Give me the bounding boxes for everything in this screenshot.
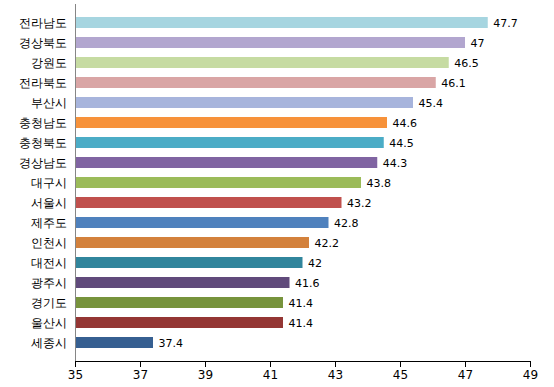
svg-text:37: 37 xyxy=(133,368,148,382)
svg-text:42.8: 42.8 xyxy=(334,217,359,230)
svg-text:47.7: 47.7 xyxy=(493,17,518,30)
svg-text:35: 35 xyxy=(68,368,83,382)
svg-text:45: 45 xyxy=(393,368,408,382)
svg-text:43.2: 43.2 xyxy=(347,197,372,210)
svg-text:49: 49 xyxy=(523,368,538,382)
svg-text:47: 47 xyxy=(458,368,473,382)
svg-text:광주시: 광주시 xyxy=(31,276,67,290)
svg-text:47: 47 xyxy=(471,37,485,50)
svg-text:서울시: 서울시 xyxy=(31,196,67,210)
svg-text:46.1: 46.1 xyxy=(441,77,466,90)
svg-text:41.6: 41.6 xyxy=(295,277,320,290)
svg-text:44.5: 44.5 xyxy=(389,137,414,150)
svg-text:41.4: 41.4 xyxy=(289,317,314,330)
svg-text:45.4: 45.4 xyxy=(419,97,444,110)
svg-text:41.4: 41.4 xyxy=(289,297,314,310)
svg-text:경기도: 경기도 xyxy=(31,296,67,310)
svg-text:46.5: 46.5 xyxy=(454,57,479,70)
svg-text:충청북도: 충청북도 xyxy=(19,136,67,150)
svg-text:43.8: 43.8 xyxy=(367,177,392,190)
svg-text:경상북도: 경상북도 xyxy=(19,36,67,50)
svg-text:전라북도: 전라북도 xyxy=(19,76,67,90)
svg-text:44.6: 44.6 xyxy=(393,117,418,130)
svg-text:울산시: 울산시 xyxy=(31,316,67,330)
svg-text:경상남도: 경상남도 xyxy=(19,156,67,170)
svg-text:대구시: 대구시 xyxy=(31,176,67,190)
svg-text:44.3: 44.3 xyxy=(383,157,408,170)
svg-text:충청남도: 충청남도 xyxy=(19,116,67,130)
svg-text:42: 42 xyxy=(308,257,322,270)
svg-text:39: 39 xyxy=(198,368,213,382)
svg-text:43: 43 xyxy=(328,368,343,382)
svg-text:42.2: 42.2 xyxy=(315,237,340,250)
svg-text:41: 41 xyxy=(263,368,278,382)
svg-text:전라남도: 전라남도 xyxy=(19,16,67,30)
svg-text:대전시: 대전시 xyxy=(31,256,67,270)
svg-text:제주도: 제주도 xyxy=(31,216,67,230)
svg-text:37.4: 37.4 xyxy=(159,337,184,350)
svg-text:세종시: 세종시 xyxy=(31,336,67,350)
svg-text:인천시: 인천시 xyxy=(31,236,67,250)
svg-text:부산시: 부산시 xyxy=(31,96,67,110)
svg-text:강원도: 강원도 xyxy=(31,56,67,70)
